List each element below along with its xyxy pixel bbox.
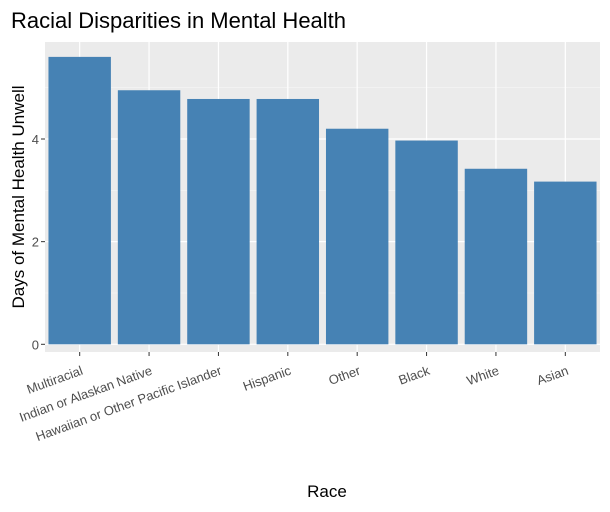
- bar-4: [325, 128, 389, 345]
- bar-2: [187, 98, 250, 345]
- y-tick-label: 0: [32, 337, 39, 352]
- x-tick-label: Other: [327, 362, 363, 387]
- x-tick-label: White: [465, 363, 501, 388]
- bar-3: [256, 98, 320, 345]
- y-tick-label: 2: [32, 235, 39, 250]
- y-axis: 0 2 4: [32, 132, 45, 352]
- bar-7: [534, 181, 597, 345]
- y-tick-label: 4: [32, 132, 39, 147]
- chart-title: Racial Disparities in Mental Health: [11, 8, 346, 33]
- bar-5: [395, 140, 458, 345]
- bars: [48, 56, 597, 345]
- y-axis-title: Days of Mental Health Unwell: [9, 86, 28, 309]
- bar-0: [48, 56, 111, 345]
- bar-1: [117, 90, 181, 345]
- x-tick-label: Hispanic: [241, 363, 293, 394]
- bar-6: [464, 168, 528, 345]
- x-tick-label: Black: [397, 363, 432, 388]
- x-tick-label: Asian: [535, 363, 571, 388]
- x-axis-title: Race: [307, 482, 347, 501]
